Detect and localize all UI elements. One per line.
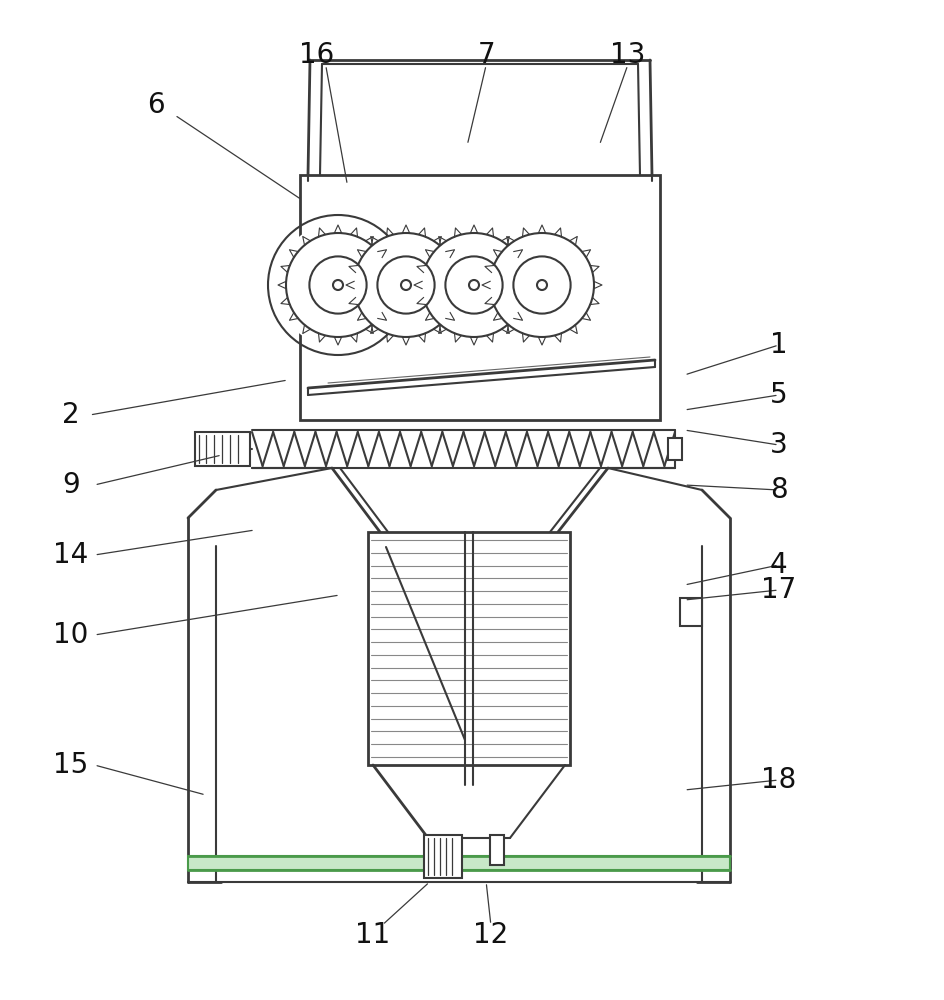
Text: 9: 9 bbox=[62, 471, 79, 499]
Text: 6: 6 bbox=[147, 91, 164, 119]
Circle shape bbox=[469, 280, 479, 290]
Circle shape bbox=[378, 256, 434, 314]
Circle shape bbox=[333, 280, 343, 290]
Text: 8: 8 bbox=[770, 476, 787, 504]
Text: 13: 13 bbox=[610, 41, 646, 69]
Circle shape bbox=[514, 256, 570, 314]
Circle shape bbox=[344, 223, 468, 347]
Text: 11: 11 bbox=[355, 921, 391, 949]
Circle shape bbox=[354, 233, 458, 337]
Bar bbox=[300, 175, 660, 420]
Text: 15: 15 bbox=[53, 751, 89, 779]
Bar bbox=[195, 432, 250, 466]
Circle shape bbox=[490, 233, 594, 337]
Circle shape bbox=[276, 223, 400, 347]
Text: 17: 17 bbox=[761, 576, 797, 604]
Circle shape bbox=[412, 223, 536, 347]
Text: 14: 14 bbox=[53, 541, 89, 569]
Circle shape bbox=[480, 223, 604, 347]
Text: 7: 7 bbox=[478, 41, 495, 69]
Circle shape bbox=[422, 233, 526, 337]
Text: 2: 2 bbox=[62, 401, 79, 429]
Circle shape bbox=[401, 280, 411, 290]
Text: 10: 10 bbox=[53, 621, 89, 649]
Circle shape bbox=[537, 280, 547, 290]
Circle shape bbox=[310, 256, 366, 314]
Text: 3: 3 bbox=[770, 431, 787, 459]
Bar bbox=[490, 835, 504, 865]
Text: 12: 12 bbox=[473, 921, 509, 949]
Bar bbox=[424, 835, 462, 878]
Text: 18: 18 bbox=[761, 766, 797, 794]
Text: 4: 4 bbox=[770, 551, 787, 579]
Circle shape bbox=[286, 233, 390, 337]
Text: 1: 1 bbox=[770, 331, 787, 359]
Bar bbox=[188, 856, 730, 870]
Bar bbox=[680, 598, 702, 626]
Bar bbox=[368, 532, 570, 765]
Text: 5: 5 bbox=[770, 381, 787, 409]
Circle shape bbox=[446, 256, 502, 314]
Text: 16: 16 bbox=[298, 41, 334, 69]
Bar bbox=[668, 438, 682, 460]
